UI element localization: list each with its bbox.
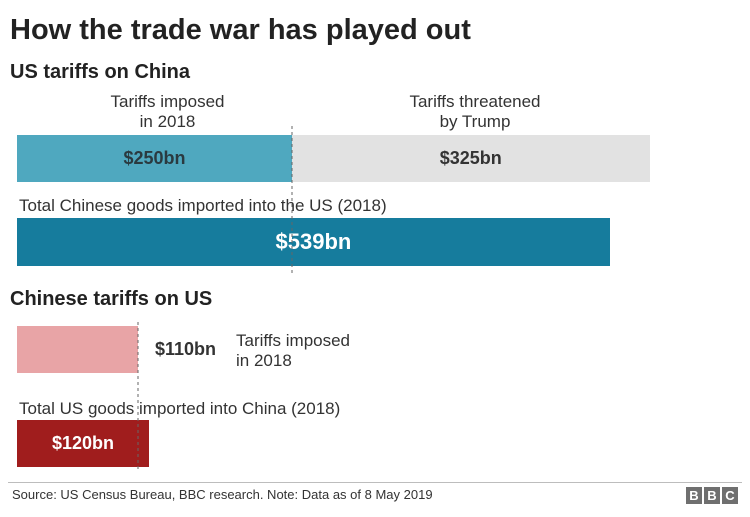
us-threatened-label-line2: by Trump [439,112,511,131]
section-heading-us-tariffs: US tariffs on China [10,61,191,83]
bbc-logo-letter-1: B [686,487,702,504]
bbc-logo-letter-2: B [704,487,720,504]
bbc-logo: B B C [686,487,738,504]
bar-china-tariffs-imposed [17,326,138,373]
bar-china-total-imports [17,420,149,467]
us-total-label: Total Chinese goods imported into the US… [19,196,387,215]
us-imposed-label: Tariffs imposed in 2018 [60,92,275,132]
china-imposed-label-line1: Tariffs imposed [236,331,351,350]
china-imposed-label-line2: in 2018 [236,351,292,370]
bar-us-tariffs-imposed [17,135,292,182]
bar-us-total-imports [17,218,610,266]
us-imposed-label-line2: in 2018 [139,112,196,131]
bbc-logo-letter-3: C [722,487,738,504]
value-label-china-imposed: $110bn [155,339,217,359]
source-note: Source: US Census Bureau, BBC research. … [12,487,433,502]
footer-divider [8,482,742,483]
value-label-us-total: $539bn [275,229,352,254]
china-imposed-label: Tariffs imposed in 2018 [236,331,350,371]
us-imposed-label-line1: Tariffs imposed [110,92,225,111]
us-threatened-label-line1: Tariffs threatened [409,92,541,111]
value-label-us-imposed: $250bn [123,148,186,168]
china-total-label: Total US goods imported into China (2018… [19,399,341,418]
value-label-china-total: $120bn [51,433,115,453]
value-label-us-threatened: $325bn [439,148,502,168]
us-threatened-label: Tariffs threatened by Trump [360,92,590,132]
chart-title: How the trade war has played out [10,14,471,46]
section-heading-china-tariffs: Chinese tariffs on US [10,288,213,310]
bar-us-tariffs-threatened [292,135,650,182]
